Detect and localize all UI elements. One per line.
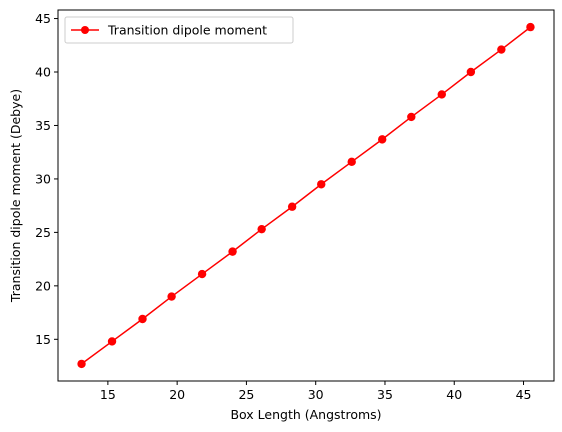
data-point (228, 247, 237, 256)
x-tick-label: 20 (169, 387, 185, 402)
data-point (497, 45, 506, 54)
data-point (378, 135, 387, 144)
data-point (317, 180, 326, 189)
plot-frame (57, 9, 555, 382)
data-point (347, 157, 356, 167)
y-tick-label: 20 (35, 278, 51, 293)
data-point (77, 359, 86, 369)
data-point (437, 90, 446, 99)
data-point (257, 224, 266, 234)
y-axis-label: Transition dipole moment (Debye) (8, 89, 23, 303)
x-tick-label: 25 (238, 387, 254, 402)
data-point (466, 67, 476, 77)
y-tick-label: 25 (35, 225, 51, 240)
data-point (167, 292, 176, 301)
series-layer (77, 22, 535, 369)
y-tick-label: 40 (35, 65, 51, 80)
x-axis: 15 20 25 30 35 40 45 (100, 381, 532, 402)
y-tick-label: 30 (35, 171, 51, 186)
legend-box (64, 16, 294, 44)
y-tick-label: 45 (35, 11, 51, 26)
x-tick-label: 40 (446, 387, 462, 402)
data-point (407, 112, 416, 122)
legend-label: Transition dipole moment (107, 23, 267, 38)
legend: Transition dipole moment (64, 16, 294, 44)
x-axis-label: Box Length (Angstroms) (230, 407, 381, 422)
series-line (81, 26, 531, 365)
data-point (526, 22, 535, 32)
y-tick-label: 15 (35, 332, 51, 347)
data-point (287, 202, 297, 211)
data-point (197, 269, 207, 279)
data-point (107, 337, 117, 346)
legend-marker-swatch (81, 26, 89, 34)
x-tick-label: 35 (377, 387, 393, 402)
x-tick-label: 15 (100, 387, 116, 402)
x-tick-label: 30 (308, 387, 324, 402)
y-axis: 15 20 25 30 35 40 45 (35, 11, 58, 347)
x-tick-label: 45 (516, 387, 532, 402)
y-tick-label: 35 (35, 118, 51, 133)
data-point (138, 314, 147, 324)
